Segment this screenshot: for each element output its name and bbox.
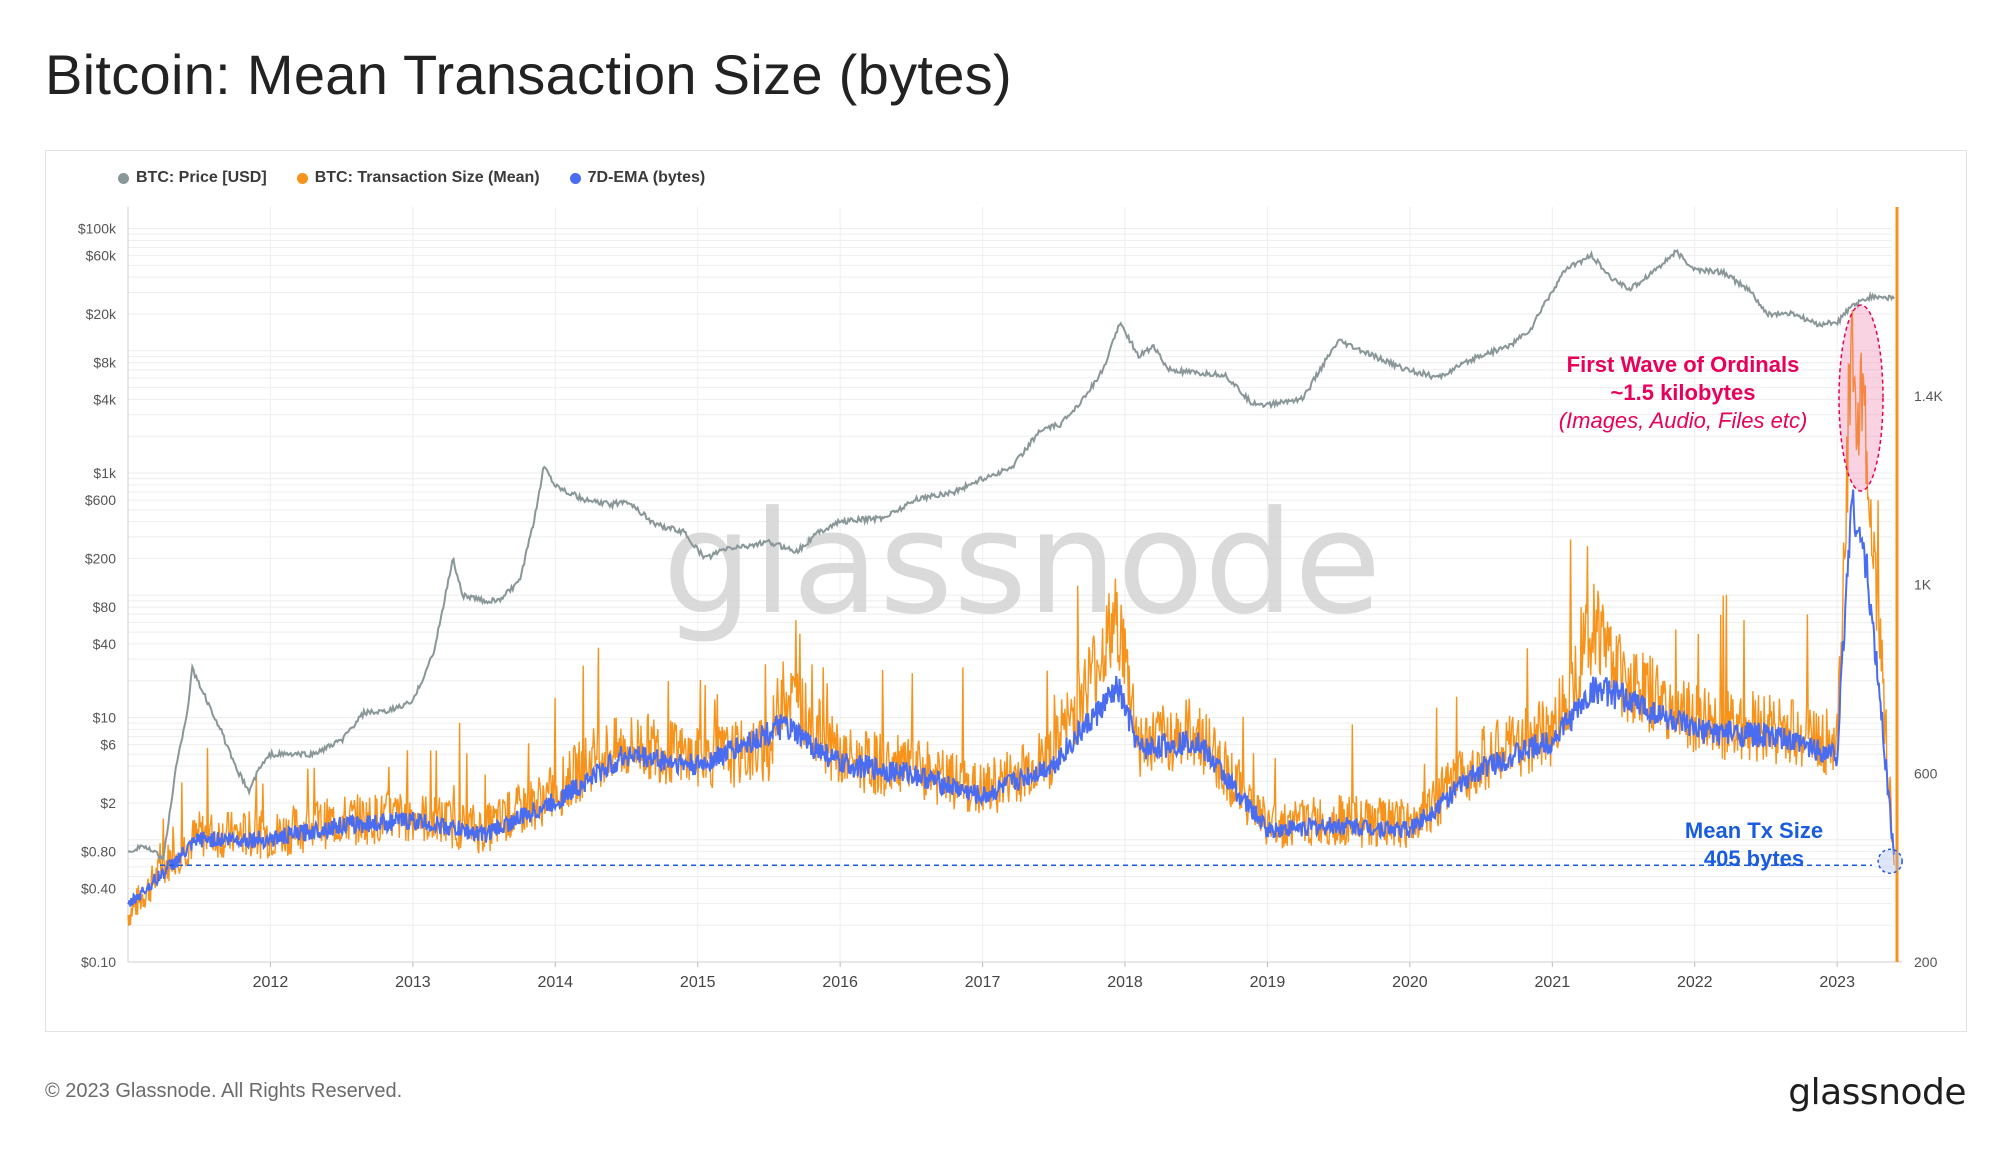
series-layer xyxy=(127,248,1896,926)
x-tick-label: 2021 xyxy=(1535,974,1571,991)
mean-size-annotation-line1: Mean Tx Size xyxy=(1685,818,1823,843)
left-tick-label: $4k xyxy=(93,391,117,407)
chart-panel: BTC: Price [USD] BTC: Transaction Size (… xyxy=(45,150,1967,1032)
right-axis-ticks: 1.4K 1K 600 200 xyxy=(1914,388,1943,970)
series-line-7d-ema xyxy=(127,489,1896,907)
legend-item-size[interactable]: BTC: Transaction Size (Mean) xyxy=(296,169,540,187)
x-tick-label: 2013 xyxy=(395,974,431,991)
x-tick-label: 2019 xyxy=(1250,974,1286,991)
left-tick-label: $20k xyxy=(86,306,117,322)
chart-legend: BTC: Price [USD] BTC: Transaction Size (… xyxy=(118,169,705,187)
x-tick-label: 2012 xyxy=(253,974,289,991)
x-tick-label: 2015 xyxy=(680,974,716,991)
left-tick-label: $8k xyxy=(93,355,117,371)
left-tick-label: $40 xyxy=(93,636,117,652)
legend-label-size: BTC: Transaction Size (Mean) xyxy=(314,169,540,186)
left-tick-label: $60k xyxy=(86,248,117,264)
glassnode-logo[interactable]: glassnode xyxy=(1788,1072,1966,1113)
ordinals-annotation-line3: (Images, Audio, Files etc) xyxy=(1559,408,1808,433)
left-tick-label: $0.40 xyxy=(81,880,116,896)
right-tick-label: 200 xyxy=(1914,954,1938,970)
ordinals-annotation-line2: ~1.5 kilobytes xyxy=(1611,380,1756,405)
legend-dot-ema xyxy=(569,172,581,184)
series-line-transaction-size xyxy=(127,310,1895,926)
chart-title: Bitcoin: Mean Transaction Size (bytes) xyxy=(45,43,1012,106)
x-tick-label: 2020 xyxy=(1392,974,1428,991)
legend-item-price[interactable]: BTC: Price [USD] xyxy=(118,169,267,187)
x-tick-label: 2022 xyxy=(1677,974,1713,991)
x-axis-ticks: 2012 2013 2014 2015 2016 2017 2018 2019 2020 2021… xyxy=(253,962,1855,991)
left-tick-label: $200 xyxy=(85,550,116,566)
x-tick-label: 2014 xyxy=(537,974,573,991)
x-tick-label: 2017 xyxy=(965,974,1001,991)
left-tick-label: $0.80 xyxy=(81,844,116,860)
x-tick-label: 2023 xyxy=(1819,974,1855,991)
left-tick-label: $10 xyxy=(93,710,117,726)
legend-label-ema: 7D-EMA (bytes) xyxy=(587,169,706,186)
mean-size-annotation-line2: 405 bytes xyxy=(1704,846,1804,871)
left-tick-label: $1k xyxy=(93,465,117,481)
series-line-btc-price xyxy=(127,248,1896,861)
legend-dot-price xyxy=(118,172,129,184)
ordinals-annotation-line1: First Wave of Ordinals xyxy=(1567,352,1800,377)
legend-item-ema[interactable]: 7D-EMA (bytes) xyxy=(569,169,706,187)
annotations: First Wave of Ordinals ~1.5 kilobytes (I… xyxy=(1559,352,1823,871)
left-tick-label: $100k xyxy=(78,221,117,237)
legend-label-price: BTC: Price [USD] xyxy=(136,169,267,186)
left-tick-label: $80 xyxy=(93,599,117,615)
left-axis-ticks: $100k $60k $20k $8k $4k $1k $600 $200 $80 $40 $10 $… xyxy=(78,221,117,970)
copyright-footer: © 2023 Glassnode. All Rights Reserved. xyxy=(45,1080,403,1102)
watermark: glassnode xyxy=(663,481,1382,646)
mean-size-marker xyxy=(1877,848,1903,875)
left-tick-label: $600 xyxy=(85,492,116,508)
left-tick-label: $0.10 xyxy=(81,954,116,970)
right-tick-label: 600 xyxy=(1914,765,1938,781)
right-tick-label: 1.4K xyxy=(1914,388,1943,404)
left-tick-label: $6 xyxy=(100,737,116,753)
left-tick-label: $2 xyxy=(100,795,116,811)
x-tick-label: 2018 xyxy=(1107,974,1143,991)
legend-dot-size xyxy=(296,172,308,184)
right-tick-label: 1K xyxy=(1914,577,1932,593)
x-tick-label: 2016 xyxy=(822,974,858,991)
ordinals-highlight-ellipse xyxy=(1838,304,1884,492)
